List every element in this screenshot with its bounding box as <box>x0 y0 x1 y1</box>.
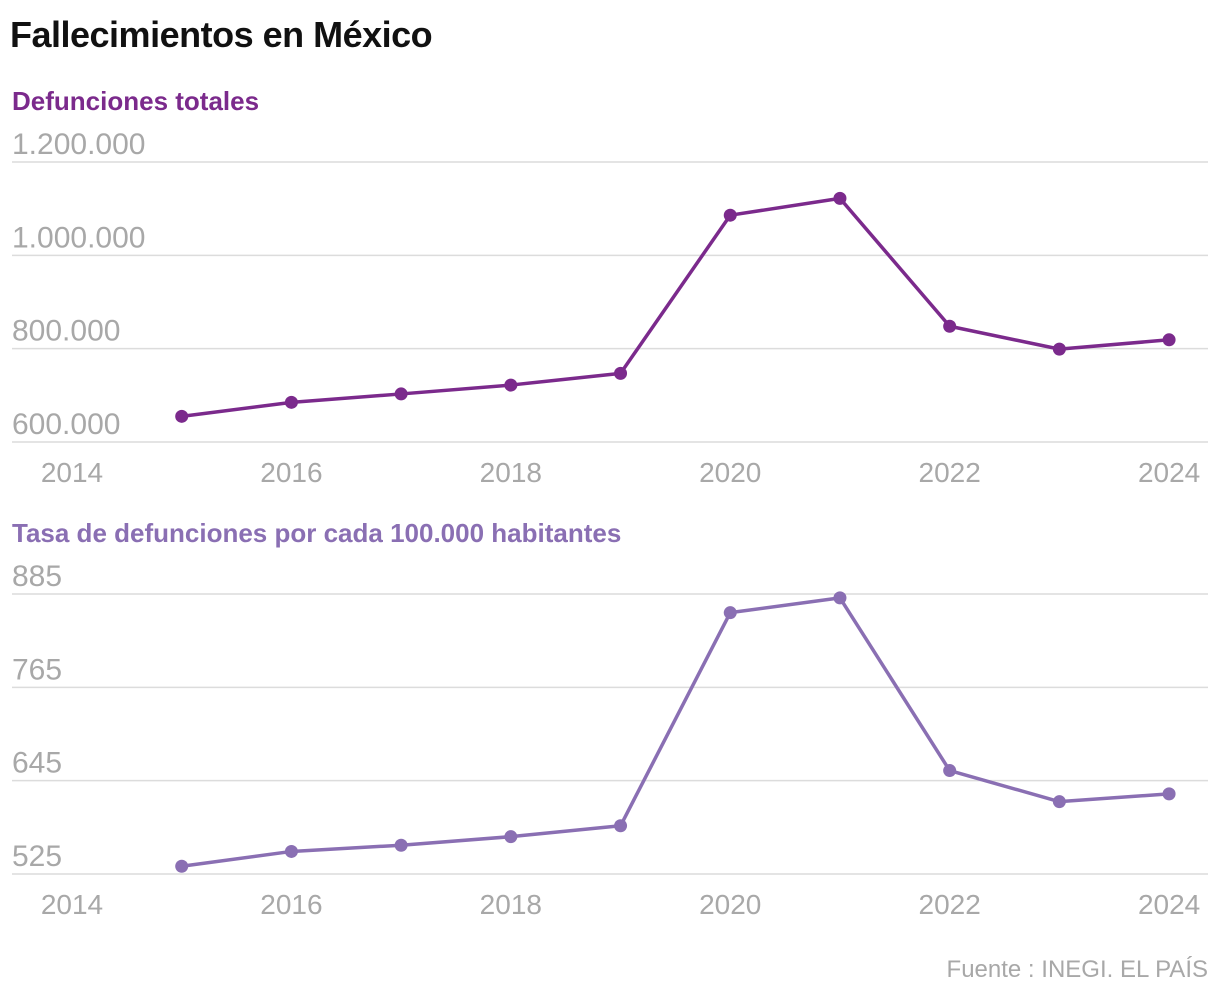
chart-title-death-rate: Tasa de defunciones por cada 100.000 hab… <box>12 518 622 548</box>
y-tick-label: 800.000 <box>12 315 120 348</box>
data-point <box>943 764 957 778</box>
data-point <box>175 859 189 873</box>
x-tick-label: 2024 <box>1138 889 1200 920</box>
page-title: Fallecimientos en México <box>10 14 433 55</box>
x-tick-label: 2014 <box>41 889 103 920</box>
data-point <box>1052 795 1066 809</box>
data-point <box>943 319 957 333</box>
data-point <box>175 409 189 423</box>
x-tick-label: 2018 <box>480 457 542 488</box>
chart-title-total-deaths: Defunciones totales <box>12 86 260 116</box>
y-tick-label: 885 <box>12 560 62 593</box>
data-point <box>504 830 518 844</box>
y-tick-label: 1.200.000 <box>12 128 145 161</box>
y-tick-label: 600.000 <box>12 408 120 441</box>
data-point <box>833 191 847 205</box>
data-point <box>614 366 628 380</box>
death-rate-chart: 525 645 765 885 2014 2016 2018 2020 2022 2024 <box>12 560 1208 920</box>
data-point <box>1052 342 1066 356</box>
data-point <box>504 378 518 392</box>
data-point <box>394 838 408 852</box>
data-point <box>723 606 737 620</box>
source-note: Fuente : INEGI. EL PAÍS <box>946 956 1208 983</box>
y-tick-label: 765 <box>12 653 62 686</box>
data-point <box>1162 333 1176 347</box>
y-tick-label: 525 <box>12 840 62 873</box>
data-point <box>614 819 628 833</box>
x-tick-label: 2018 <box>480 889 542 920</box>
data-point <box>1162 787 1176 801</box>
total-deaths-chart: 600.000 800.000 1.000.000 1.200.000 2014 2016… <box>12 128 1208 488</box>
series-line <box>181 596 1170 868</box>
data-point <box>833 591 847 605</box>
x-tick-label: 2022 <box>919 457 981 488</box>
x-tick-label: 2016 <box>260 889 322 920</box>
data-point <box>394 387 408 401</box>
x-tick-label: 2020 <box>699 457 761 488</box>
x-tick-label: 2016 <box>260 457 322 488</box>
x-tick-label: 2022 <box>919 889 981 920</box>
data-point <box>284 395 298 409</box>
y-tick-label: 1.000.000 <box>12 221 145 254</box>
data-point <box>284 844 298 858</box>
data-point <box>723 208 737 222</box>
x-tick-label: 2024 <box>1138 457 1200 488</box>
series-line <box>181 196 1170 419</box>
x-tick-label: 2020 <box>699 889 761 920</box>
y-tick-label: 645 <box>12 747 62 780</box>
x-tick-label: 2014 <box>41 457 103 488</box>
